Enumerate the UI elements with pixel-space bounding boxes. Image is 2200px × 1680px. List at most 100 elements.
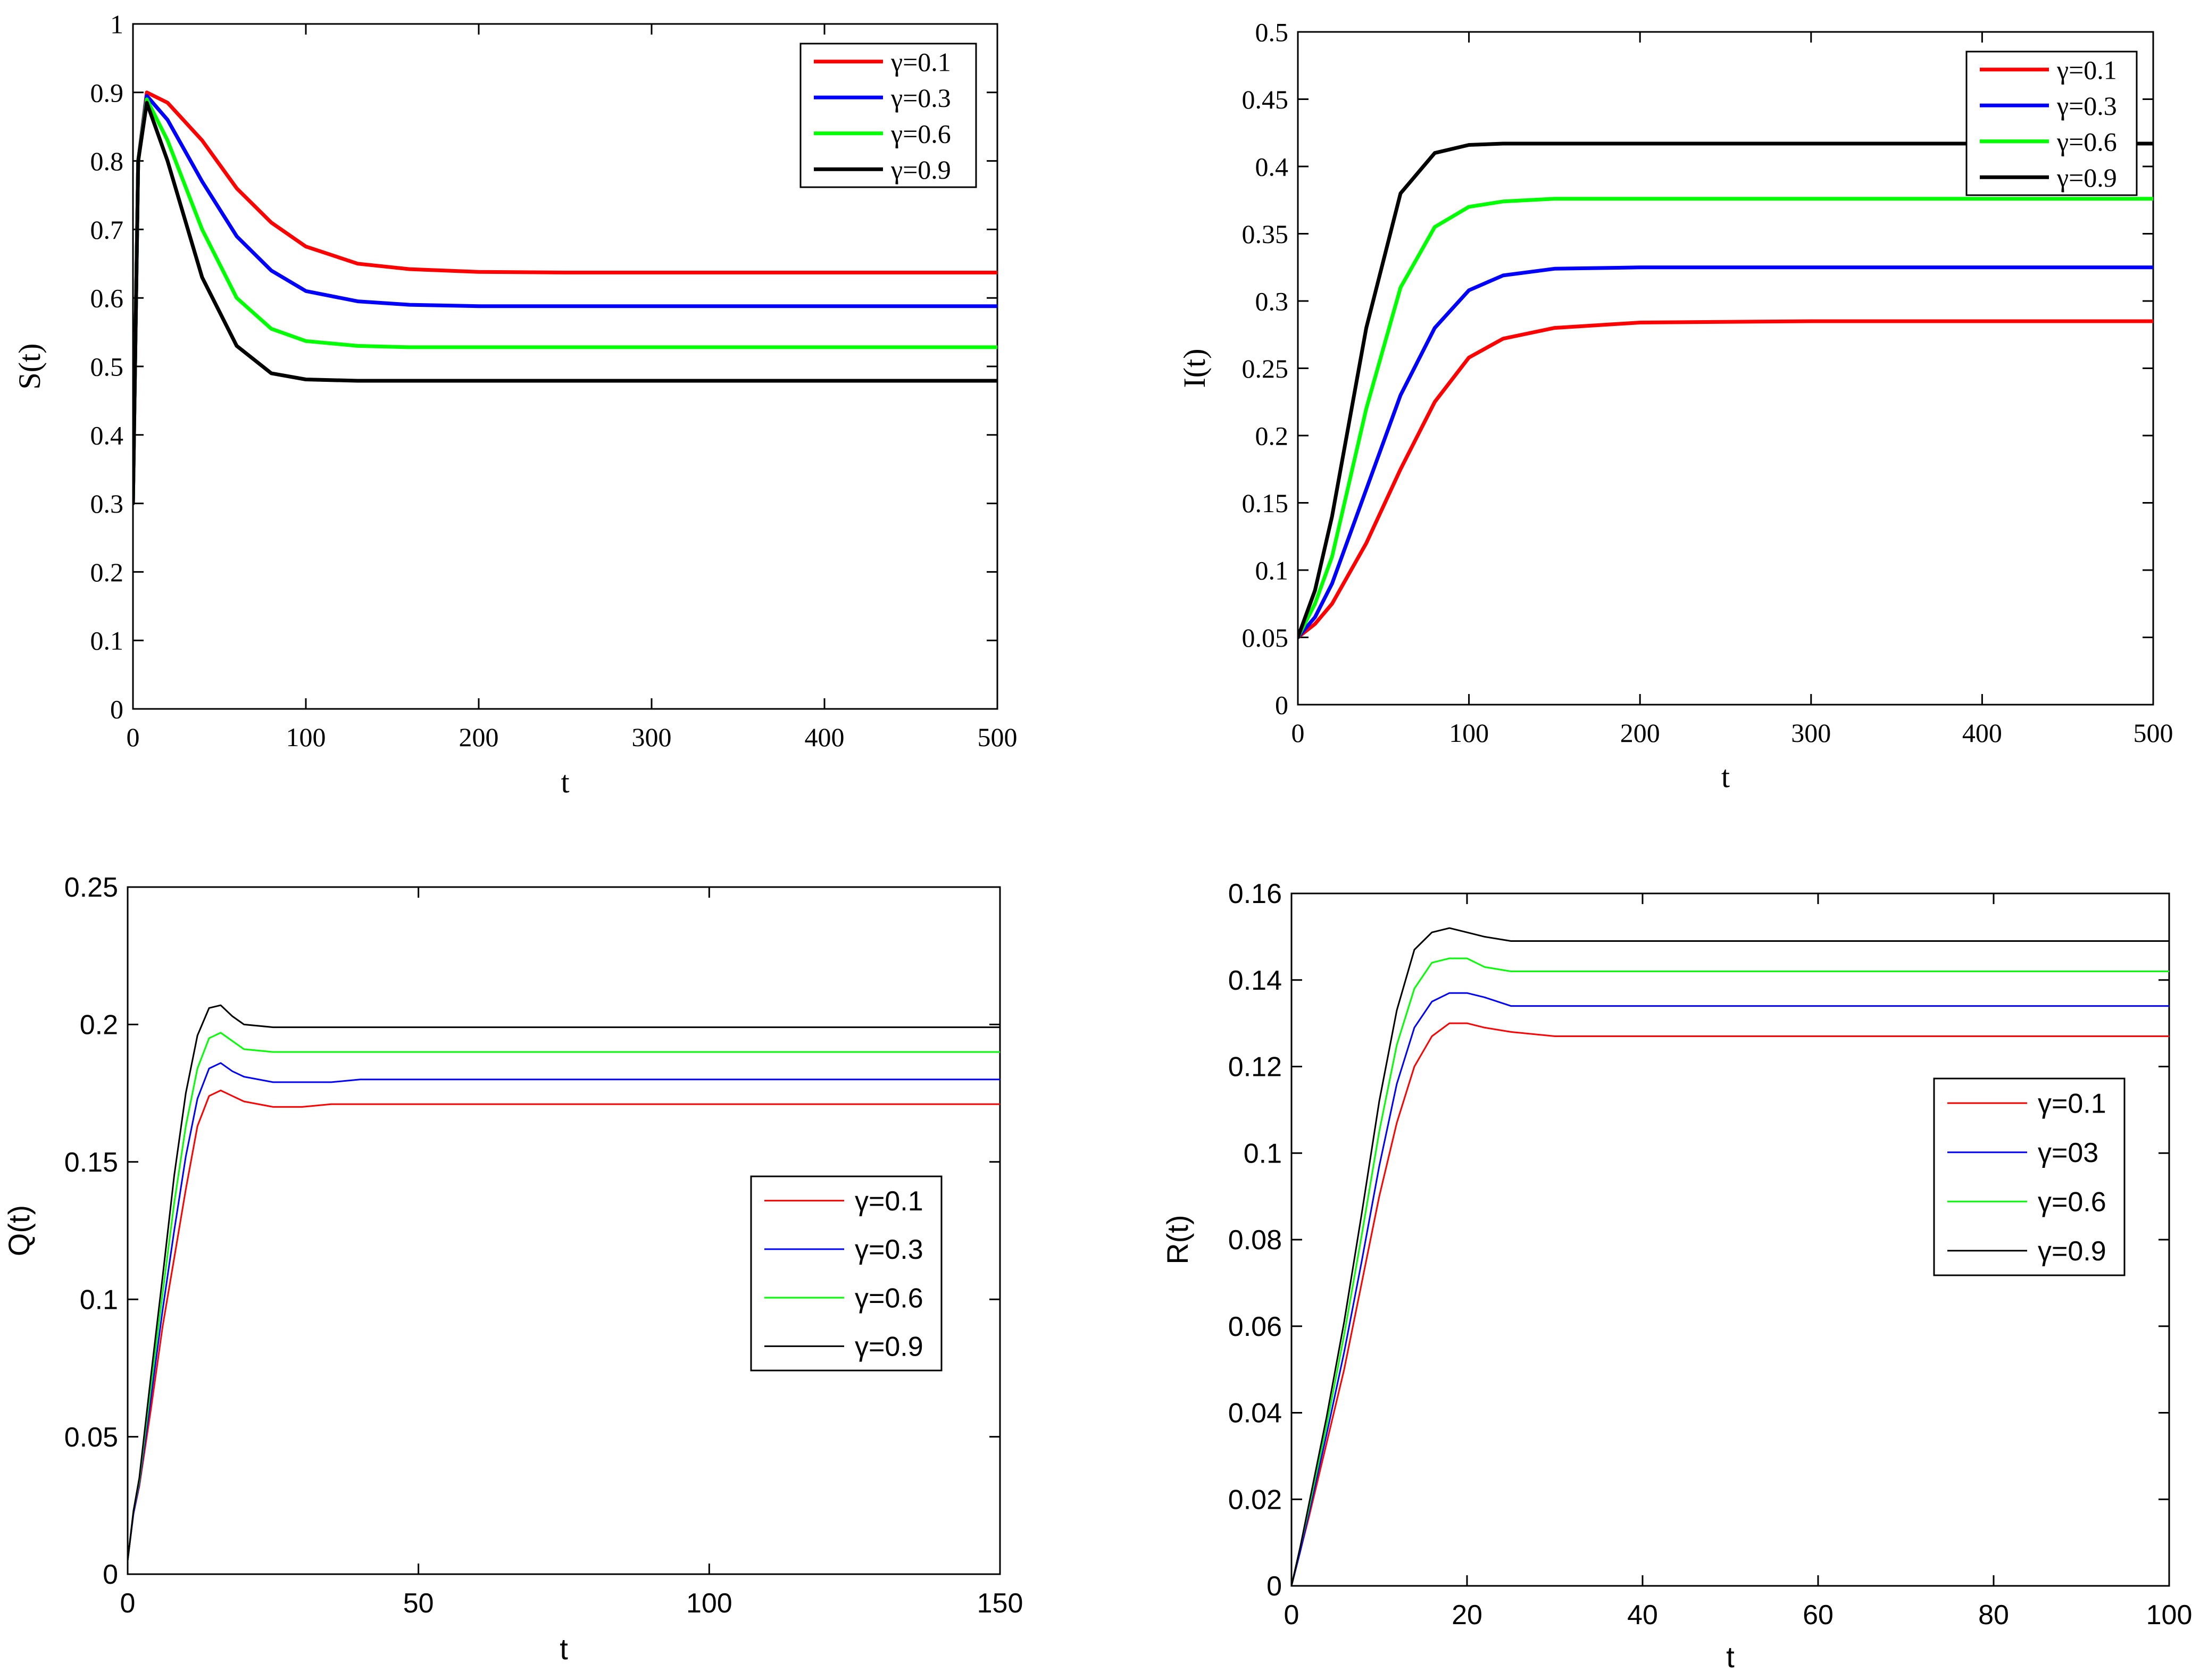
- series-line-0: [1298, 319, 2153, 639]
- legend-label: γ=0.3: [890, 83, 951, 113]
- series-line-1: [128, 1062, 1000, 1561]
- legend-label: γ=0.9: [2056, 163, 2117, 193]
- x-axis-label: t: [560, 1632, 568, 1666]
- x-tick-label: 300: [1791, 718, 1831, 748]
- series-line-1: [133, 94, 997, 506]
- y-tick-label: 0.8: [90, 146, 124, 176]
- series-group: [1291, 927, 2169, 1586]
- legend-box: [1933, 1077, 2126, 1276]
- x-tick-label: 0: [1291, 718, 1305, 748]
- series-line-0: [133, 90, 997, 506]
- y-tick-label: 0.4: [90, 420, 124, 450]
- x-tick-label: 400: [805, 722, 845, 752]
- series-line-2: [128, 1032, 1000, 1561]
- x-tick-label: 500: [2134, 718, 2173, 748]
- y-tick-label: 0.5: [90, 352, 124, 382]
- legend-label: γ=0.3: [855, 1234, 923, 1265]
- legend-box: [750, 1175, 943, 1372]
- y-tick-label: 0.25: [1242, 354, 1289, 383]
- legend-label: γ=0.9: [890, 155, 951, 185]
- legend-box: [799, 43, 977, 188]
- legend-label: γ=0.1: [890, 47, 951, 77]
- series-group: [133, 90, 997, 506]
- x-axis-label: t: [561, 765, 569, 799]
- y-axis-label: Q(t): [2, 1205, 36, 1256]
- series-line-1: [1298, 265, 2153, 639]
- x-tick-label: 100: [2146, 1600, 2193, 1631]
- y-tick-label: 0.5: [1255, 18, 1289, 47]
- y-tick-label: 0.45: [1242, 85, 1289, 114]
- series-line-1: [1291, 992, 2169, 1586]
- y-tick-label: 0.1: [90, 626, 124, 656]
- y-tick-label: 0: [1275, 690, 1288, 720]
- x-tick-label: 50: [403, 1588, 434, 1619]
- legend-label: γ=0.1: [2056, 55, 2117, 85]
- y-tick-label: 0.15: [1242, 488, 1289, 518]
- legend-label: γ=0.6: [855, 1283, 923, 1314]
- y-tick-label: 0.14: [1228, 965, 1282, 996]
- series-line-0: [1291, 1022, 2169, 1586]
- x-tick-label: 150: [977, 1588, 1023, 1619]
- series-line-3: [128, 1004, 1000, 1561]
- x-tick-label: 0: [120, 1588, 136, 1619]
- y-tick-label: 0.1: [1244, 1138, 1282, 1169]
- y-tick-label: 0.7: [90, 215, 124, 245]
- y-tick-label: 0: [1266, 1571, 1282, 1602]
- y-tick-label: 0.6: [90, 283, 124, 313]
- x-tick-label: 500: [978, 722, 1018, 752]
- series-line-2: [1291, 957, 2169, 1586]
- y-tick-label: 0.2: [1255, 421, 1289, 451]
- y-tick-label: 0: [103, 1559, 118, 1590]
- y-axis-label: S(t): [12, 344, 47, 390]
- y-tick-label: 0.2: [80, 1010, 118, 1041]
- legend-label: γ=0.1: [855, 1186, 923, 1217]
- x-tick-label: 100: [1449, 718, 1489, 748]
- legend-label: γ=0.9: [2038, 1236, 2106, 1267]
- series-line-2: [1298, 197, 2153, 639]
- y-axis-label: R(t): [1161, 1215, 1194, 1264]
- series-line-3: [1298, 141, 2153, 639]
- y-tick-label: 0.3: [1255, 287, 1289, 316]
- legend-label: γ=0.3: [2056, 91, 2117, 121]
- chart-s-of-t: 0 100 200 300 400 500 0 0.1 0.2 0.3 0.4 0.5 0.6 0.7 0.…: [12, 10, 1018, 800]
- y-tick-label: 0.02: [1228, 1484, 1282, 1515]
- legend-label: γ=0.1: [2038, 1088, 2106, 1119]
- chart-i-of-t: 0 100 200 300 400 500 0 0.05 0.1 0.15 0.2 0.25 0.3 0.…: [1177, 18, 2173, 795]
- y-tick-label: 0.16: [1228, 879, 1282, 909]
- y-tick-label: 0.25: [64, 872, 118, 903]
- x-tick-label: 60: [1803, 1600, 1834, 1631]
- y-tick-label: 0.05: [1242, 623, 1289, 653]
- y-tick-label: 0.04: [1228, 1398, 1282, 1429]
- legend-box: [1965, 51, 2138, 196]
- x-tick-label: 100: [686, 1588, 732, 1619]
- y-axis-label: I(t): [1177, 348, 1212, 388]
- x-tick-label: 100: [286, 722, 326, 752]
- series-line-0: [128, 1089, 1000, 1561]
- x-axis-label: t: [1721, 759, 1730, 794]
- series-line-3: [1291, 927, 2169, 1586]
- x-tick-label: 0: [127, 722, 140, 752]
- series-group: [128, 1004, 1000, 1561]
- x-tick-label: 400: [1962, 718, 2002, 748]
- legend-label: γ=0.6: [2056, 127, 2117, 156]
- legend-label: γ=0.9: [855, 1332, 923, 1363]
- x-tick-label: 300: [632, 722, 672, 752]
- x-tick-label: 200: [459, 722, 499, 752]
- y-tick-label: 0.3: [90, 489, 124, 519]
- y-tick-label: 1: [110, 10, 123, 39]
- chart-r-of-t: 0 20 40 60 80 100 0 0.02 0.04 0.06 0.08 0.1 0.12 0.14…: [1161, 879, 2192, 1674]
- y-tick-label: 0.12: [1228, 1052, 1282, 1083]
- y-tick-label: 0.05: [64, 1422, 118, 1453]
- y-tick-label: 0.15: [64, 1147, 118, 1178]
- x-axis-label: t: [1726, 1640, 1735, 1674]
- x-tick-label: 20: [1452, 1600, 1482, 1631]
- y-tick-label: 0.1: [1255, 556, 1289, 586]
- y-tick-label: 0.4: [1255, 152, 1289, 182]
- chart-q-of-t: 0 50 100 150 0 0.05 0.1 0.15 0.2 0.25 t Q(t) γ=0.1 γ=…: [2, 872, 1023, 1666]
- series-line-3: [133, 101, 997, 506]
- y-tick-label: 0.35: [1242, 219, 1289, 249]
- legend-label: γ=0.6: [2038, 1186, 2106, 1217]
- legend-label: γ=03: [2038, 1138, 2098, 1168]
- x-tick-label: 80: [1978, 1600, 2009, 1631]
